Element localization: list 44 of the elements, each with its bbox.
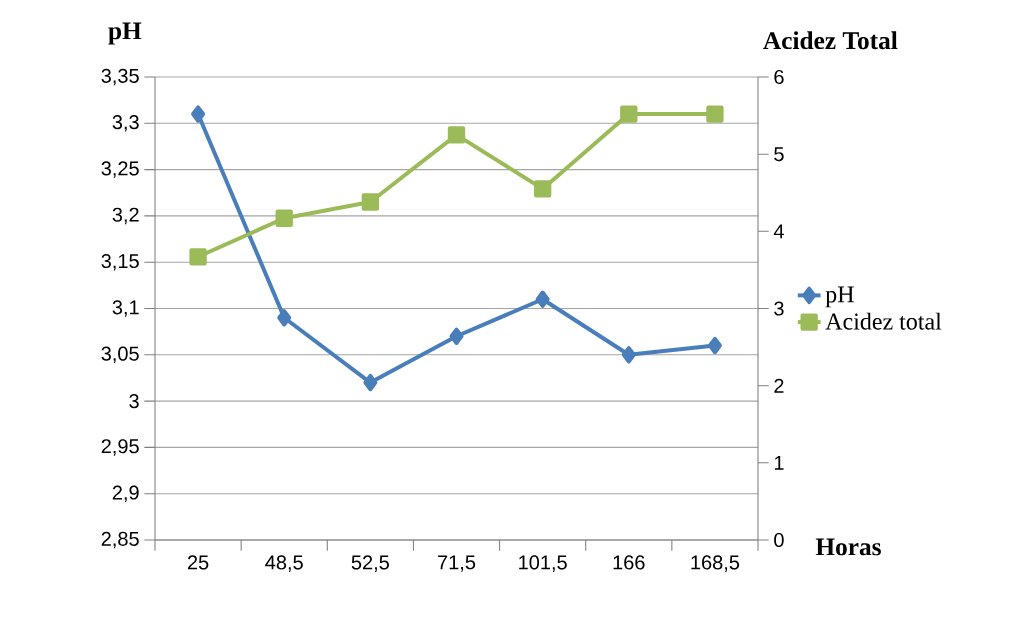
x-tick-label: 166: [613, 555, 645, 570]
y2-tick-label: 3: [774, 301, 784, 316]
y-tick-label: 3,05: [101, 346, 139, 364]
point: [447, 126, 466, 144]
y-tick-label: 3: [129, 394, 139, 409]
point: [535, 290, 550, 308]
y2-tick-label: 4: [773, 224, 784, 239]
point: [361, 193, 380, 211]
y-tick-label: 2,9: [112, 485, 139, 502]
y2-tick-label: 2: [774, 378, 784, 393]
point: [707, 336, 722, 355]
x-tick-label: 101,5: [519, 555, 567, 572]
legend-label: pH: [825, 286, 854, 308]
x-tick-label: 52,5: [351, 555, 389, 572]
y-tick-label: 3,25: [101, 161, 139, 178]
point: [363, 373, 378, 392]
x-tick-label: 25: [187, 555, 209, 570]
y2-axis-title: Acidez Total: [763, 31, 898, 50]
point: [191, 105, 206, 123]
point: [449, 327, 464, 345]
x-axis-title: Horas: [815, 538, 881, 556]
y-tick-label: 3,1: [112, 300, 139, 317]
point: [706, 105, 724, 123]
y2-tick-label: 0: [774, 532, 784, 548]
x-tick-label: 71,5: [438, 555, 476, 572]
y-axis-title: pH: [108, 22, 142, 45]
point: [277, 309, 292, 327]
y-tick-label: 3,15: [101, 253, 139, 271]
point: [621, 346, 636, 364]
x-tick-label: 168,5: [691, 555, 740, 572]
y2-tick-label: 5: [774, 147, 784, 162]
point: [189, 248, 207, 266]
point: [620, 105, 638, 123]
y2-tick-label: 1: [774, 455, 784, 470]
point: [533, 180, 552, 198]
y-tick-label: 3,35: [101, 68, 139, 86]
y-tick-label: 2,85: [101, 531, 139, 549]
y-tick-label: 3,3: [112, 115, 139, 132]
point: [275, 209, 293, 227]
y-tick-label: 3,2: [112, 207, 139, 225]
legend-label: Acidez total: [825, 312, 942, 330]
y-tick-label: 2,95: [101, 439, 139, 456]
y2-tick-label: 6: [774, 69, 784, 85]
x-tick-label: 48,5: [265, 555, 303, 572]
